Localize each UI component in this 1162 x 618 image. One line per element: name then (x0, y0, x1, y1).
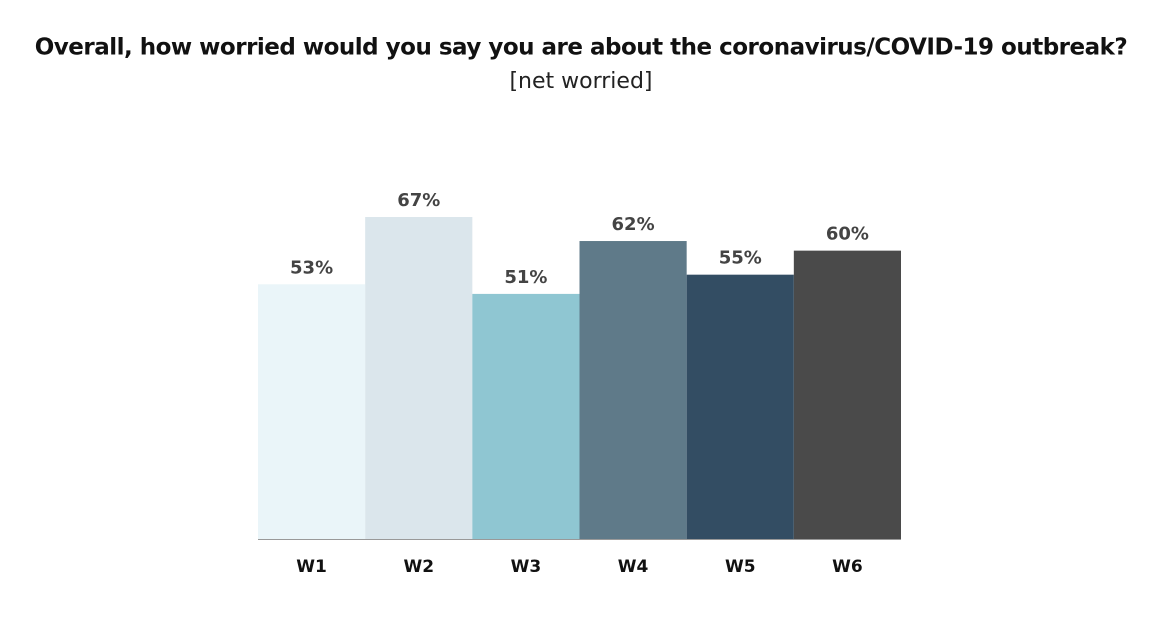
x-tick-label: W5 (725, 557, 756, 577)
value-label: 51% (504, 267, 547, 288)
value-label: 62% (612, 214, 655, 235)
bar (793, 250, 901, 539)
bar (686, 274, 794, 539)
x-tick-label: W2 (403, 557, 434, 577)
value-label: 53% (290, 257, 333, 278)
x-tick-label: W3 (511, 557, 542, 577)
bar (579, 241, 687, 539)
value-label: 67% (397, 190, 440, 211)
bar (258, 284, 366, 539)
x-tick-label: W1 (296, 557, 327, 577)
value-label: 60% (826, 224, 869, 245)
chart-subtitle: [net worried] (509, 69, 652, 94)
bar (472, 293, 580, 539)
x-tick-label: W4 (618, 557, 649, 577)
bar (365, 217, 473, 539)
x-tick-label: W6 (832, 557, 863, 577)
value-label: 55% (719, 248, 762, 269)
chart-title: Overall, how worried would you say you a… (35, 35, 1128, 61)
